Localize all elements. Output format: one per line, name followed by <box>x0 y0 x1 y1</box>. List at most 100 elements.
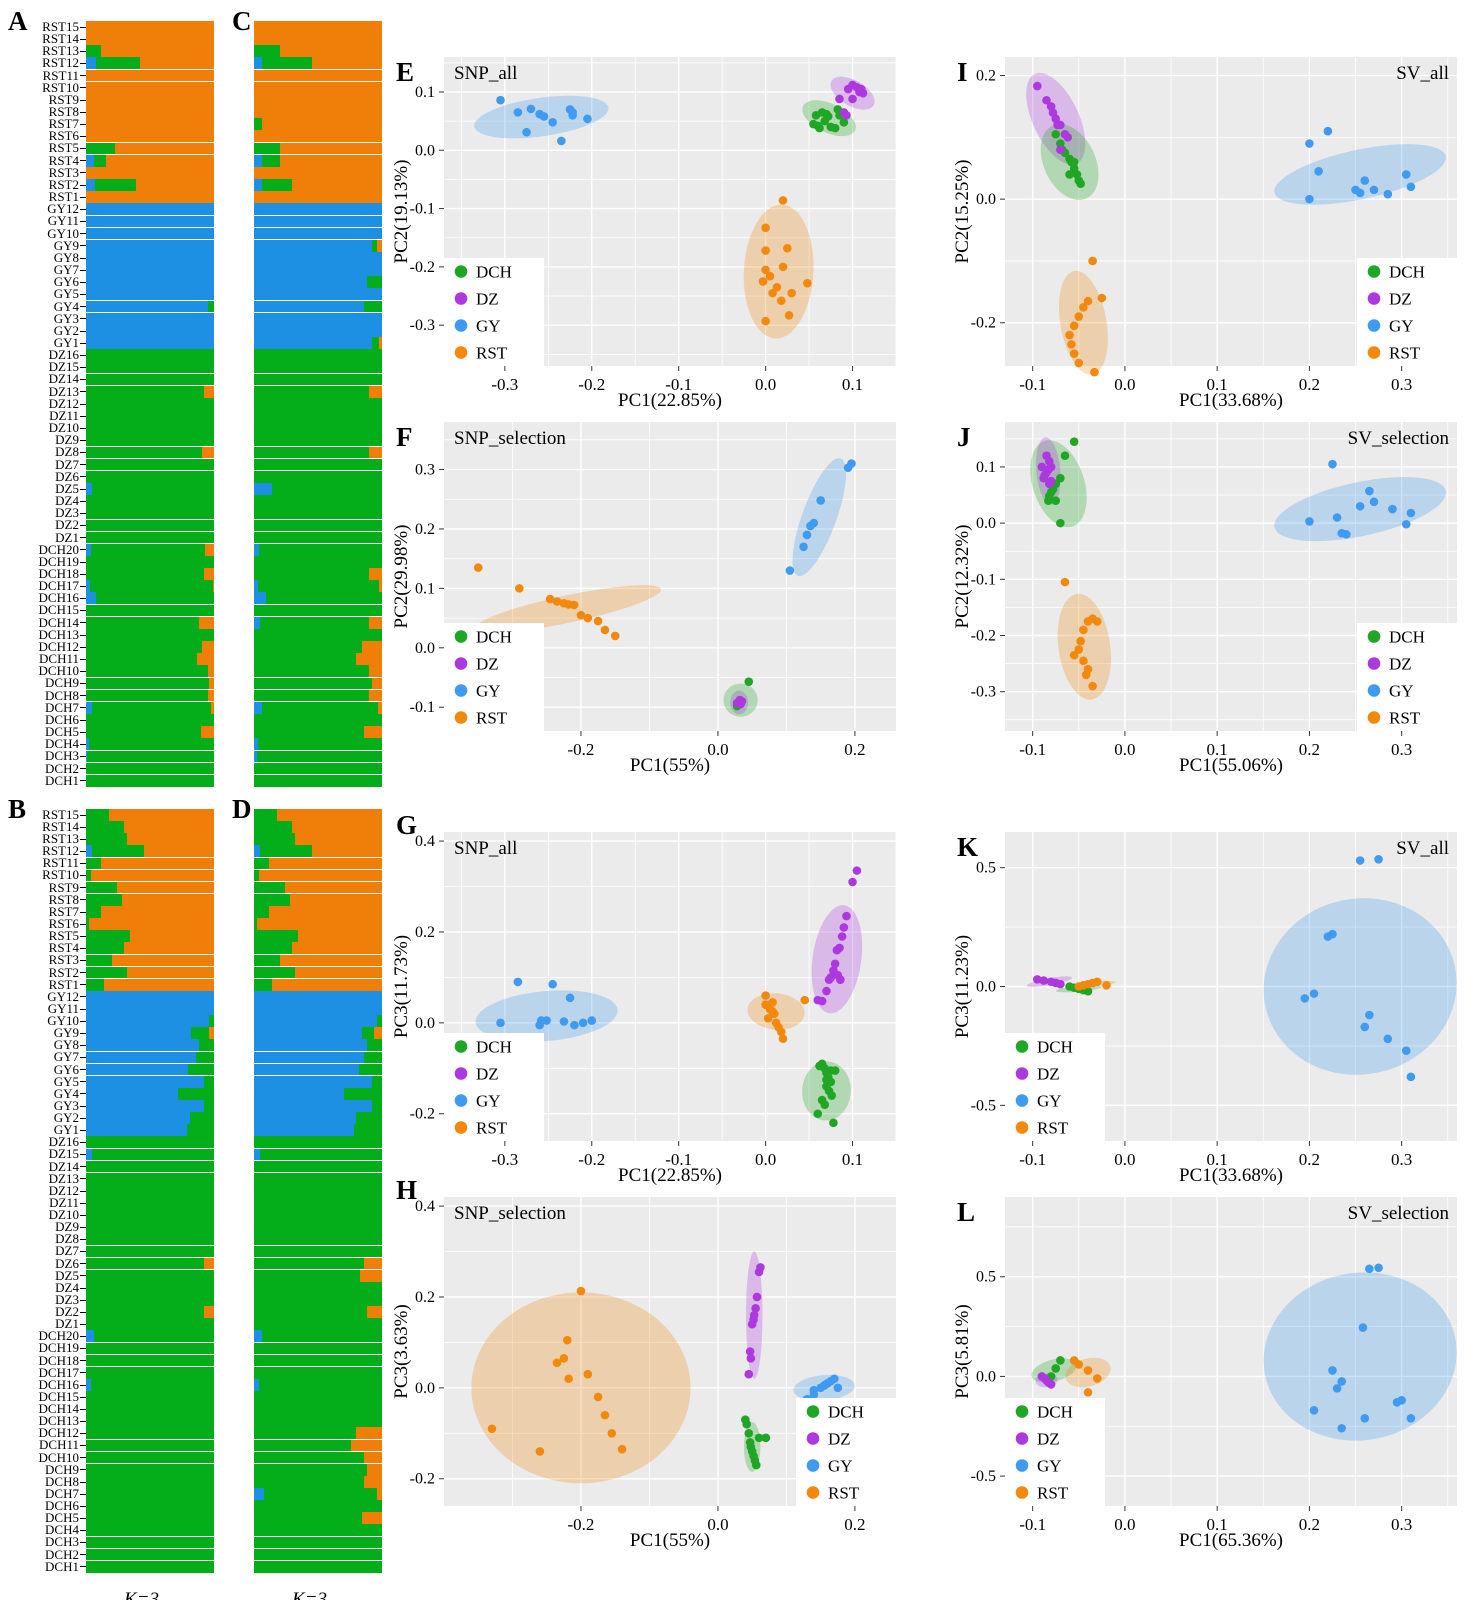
svg-text:-0.1: -0.1 <box>410 201 435 218</box>
svg-text:0.3: 0.3 <box>1391 375 1412 394</box>
svg-text:0.1: 0.1 <box>976 459 996 476</box>
svg-text:DCH: DCH <box>828 1403 864 1422</box>
svg-text:0.0: 0.0 <box>415 640 435 657</box>
svg-text:0.5: 0.5 <box>976 860 996 877</box>
svg-text:-0.2: -0.2 <box>578 1150 605 1169</box>
svg-text:PC3(3.63%): PC3(3.63%) <box>394 1304 412 1398</box>
svg-text:SV_all: SV_all <box>1396 63 1449 84</box>
svg-text:-0.2: -0.2 <box>410 1106 435 1123</box>
svg-text:GY: GY <box>1389 317 1414 336</box>
svg-text:GY: GY <box>1389 682 1414 701</box>
svg-text:0.1: 0.1 <box>842 375 863 394</box>
svg-text:DCH: DCH <box>1389 263 1425 282</box>
svg-text:PC1(33.68%): PC1(33.68%) <box>1179 1165 1283 1186</box>
svg-text:RST: RST <box>1389 344 1421 363</box>
svg-text:-0.1: -0.1 <box>971 571 996 588</box>
svg-text:-0.1: -0.1 <box>410 699 435 716</box>
svg-text:-0.2: -0.2 <box>410 259 435 276</box>
svg-text:0.3: 0.3 <box>1391 1150 1412 1169</box>
svg-text:0.0: 0.0 <box>707 740 728 759</box>
svg-text:DCH: DCH <box>1037 1038 1073 1057</box>
svg-text:DZ: DZ <box>1037 1430 1060 1449</box>
svg-text:0.0: 0.0 <box>976 1368 996 1385</box>
svg-text:-0.2: -0.2 <box>971 315 996 332</box>
svg-text:SNP_all: SNP_all <box>454 838 517 859</box>
svg-text:-0.5: -0.5 <box>971 1097 996 1114</box>
svg-text:DCH: DCH <box>476 1038 512 1057</box>
svg-text:PC2(19.13%): PC2(19.13%) <box>394 160 412 264</box>
svg-text:RST: RST <box>1389 709 1421 728</box>
svg-text:PC1(55%): PC1(55%) <box>630 755 710 776</box>
svg-text:DCH: DCH <box>1037 1403 1073 1422</box>
svg-text:-0.2: -0.2 <box>971 627 996 644</box>
svg-text:0.2: 0.2 <box>415 521 435 538</box>
svg-text:0.3: 0.3 <box>415 462 435 479</box>
svg-text:0.0: 0.0 <box>1114 1515 1135 1534</box>
svg-text:-0.1: -0.1 <box>1019 1515 1046 1534</box>
svg-text:DZ: DZ <box>1037 1065 1060 1084</box>
svg-text:0.4: 0.4 <box>415 833 435 850</box>
svg-text:PC2(29.98%): PC2(29.98%) <box>394 525 412 629</box>
svg-text:PC1(65.36%): PC1(65.36%) <box>1179 1530 1283 1551</box>
svg-text:-0.3: -0.3 <box>491 375 518 394</box>
svg-text:GY: GY <box>476 317 501 336</box>
svg-text:PC2(15.25%): PC2(15.25%) <box>955 160 973 264</box>
svg-text:GY: GY <box>476 1092 501 1111</box>
svg-text:PC3(11.23%): PC3(11.23%) <box>955 935 973 1038</box>
svg-text:DZ: DZ <box>476 655 499 674</box>
svg-text:SV_all: SV_all <box>1396 838 1449 859</box>
svg-text:RST: RST <box>476 1119 508 1138</box>
svg-text:-0.2: -0.2 <box>568 740 595 759</box>
svg-text:0.2: 0.2 <box>1299 375 1320 394</box>
svg-text:-0.5: -0.5 <box>971 1468 996 1485</box>
svg-text:PC1(55%): PC1(55%) <box>630 1530 710 1551</box>
svg-text:DZ: DZ <box>828 1430 851 1449</box>
svg-text:0.0: 0.0 <box>707 1515 728 1534</box>
svg-text:DZ: DZ <box>1389 655 1412 674</box>
svg-text:GY: GY <box>828 1457 853 1476</box>
svg-text:PC1(22.85%): PC1(22.85%) <box>618 1165 722 1186</box>
svg-text:-0.2: -0.2 <box>568 1515 595 1534</box>
svg-text:0.2: 0.2 <box>1299 1515 1320 1534</box>
svg-text:DCH: DCH <box>1389 628 1425 647</box>
svg-text:0.5: 0.5 <box>976 1269 996 1286</box>
svg-text:PC1(22.85%): PC1(22.85%) <box>618 390 722 411</box>
svg-text:0.0: 0.0 <box>1114 740 1135 759</box>
svg-text:0.3: 0.3 <box>1391 740 1412 759</box>
svg-text:0.0: 0.0 <box>755 1150 776 1169</box>
svg-text:0.3: 0.3 <box>1391 1515 1412 1534</box>
svg-text:0.1: 0.1 <box>415 580 435 597</box>
svg-text:PC1(55.06%): PC1(55.06%) <box>1179 755 1283 776</box>
svg-text:SV_selection: SV_selection <box>1348 428 1450 449</box>
svg-text:RST: RST <box>828 1484 860 1503</box>
svg-text:-0.2: -0.2 <box>410 1471 435 1488</box>
svg-text:GY: GY <box>476 682 501 701</box>
svg-text:0.2: 0.2 <box>1299 1150 1320 1169</box>
svg-text:-0.1: -0.1 <box>1019 1150 1046 1169</box>
svg-text:RST: RST <box>476 709 508 728</box>
svg-text:SV_selection: SV_selection <box>1348 1203 1450 1224</box>
svg-text:0.0: 0.0 <box>1114 1150 1135 1169</box>
svg-text:DZ: DZ <box>476 290 499 309</box>
svg-text:0.2: 0.2 <box>1299 740 1320 759</box>
svg-text:SNP_all: SNP_all <box>454 63 517 84</box>
svg-text:0.4: 0.4 <box>415 1198 435 1215</box>
svg-text:0.2: 0.2 <box>844 740 865 759</box>
svg-text:DZ: DZ <box>476 1065 499 1084</box>
svg-text:SNP_selection: SNP_selection <box>454 428 566 449</box>
svg-text:-0.3: -0.3 <box>971 684 996 701</box>
svg-text:0.0: 0.0 <box>1114 375 1135 394</box>
svg-text:0.1: 0.1 <box>842 1150 863 1169</box>
svg-text:0.0: 0.0 <box>976 191 996 208</box>
svg-text:RST: RST <box>476 344 508 363</box>
svg-text:SNP_selection: SNP_selection <box>454 1203 566 1224</box>
svg-text:DZ: DZ <box>1389 290 1412 309</box>
svg-text:GY: GY <box>1037 1092 1062 1111</box>
svg-text:-0.3: -0.3 <box>491 1150 518 1169</box>
svg-text:DCH: DCH <box>476 628 512 647</box>
svg-text:PC3(11.73%): PC3(11.73%) <box>394 935 412 1038</box>
svg-text:0.0: 0.0 <box>415 1015 435 1032</box>
svg-text:0.0: 0.0 <box>415 142 435 159</box>
svg-text:0.2: 0.2 <box>415 924 435 941</box>
svg-text:-0.2: -0.2 <box>578 375 605 394</box>
